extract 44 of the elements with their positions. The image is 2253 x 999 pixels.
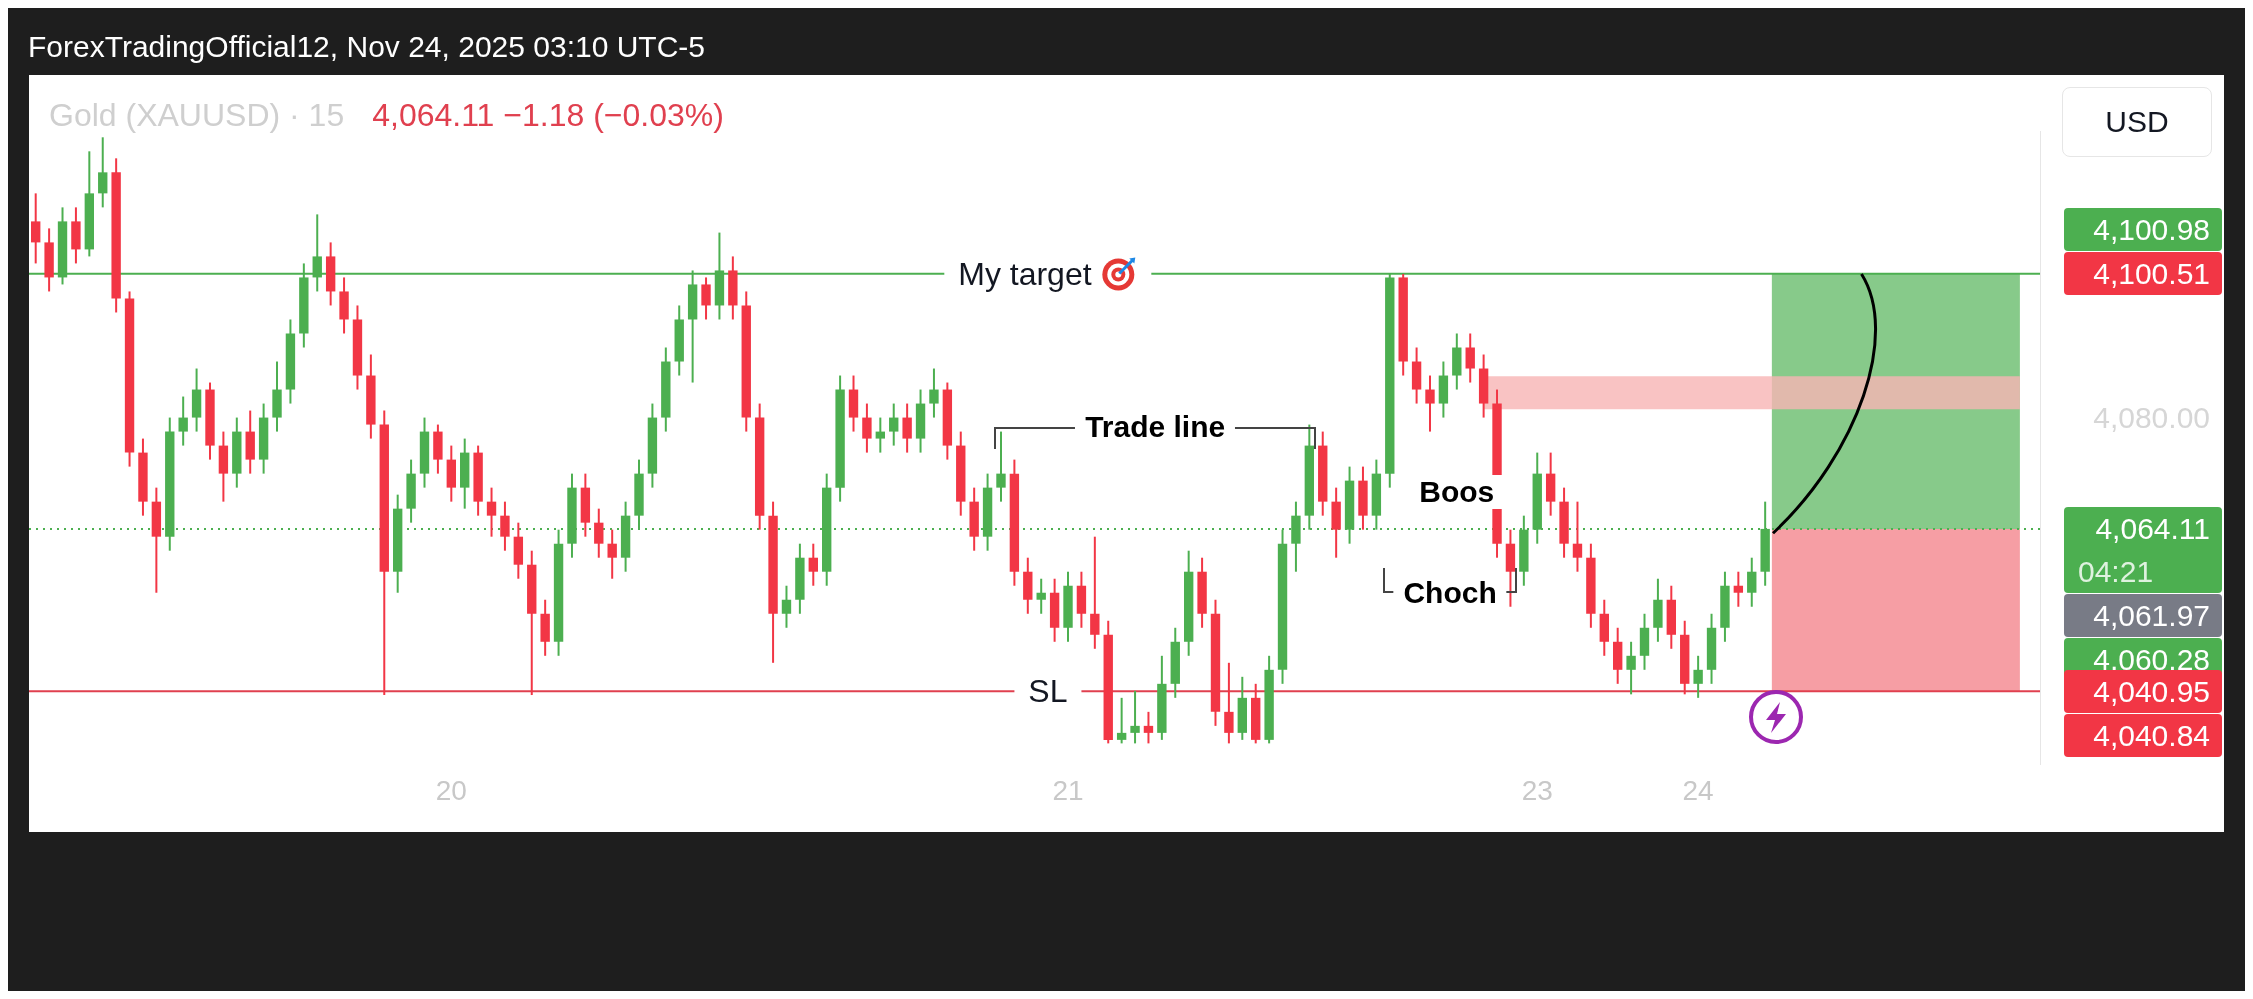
candlestick (889, 402, 899, 447)
ref-line-label: My target (958, 255, 1092, 293)
candlestick (1090, 535, 1100, 650)
candlestick (1733, 570, 1744, 608)
candlestick (1747, 556, 1757, 608)
candlestick (996, 430, 1006, 503)
chart-subtitle: 4,064.11 −1.18 (−0.03%) (372, 97, 724, 133)
candlestick (178, 395, 188, 447)
candlestick (781, 584, 792, 629)
candlestick (902, 402, 912, 454)
candlestick (1465, 332, 1475, 384)
candlestick (701, 276, 711, 321)
candlestick (808, 542, 818, 587)
candlestick (31, 192, 41, 265)
candlestick (875, 416, 886, 454)
text: 4,061.97 (2064, 594, 2222, 638)
annotation: Boos (1409, 474, 1505, 509)
candlestick (929, 367, 939, 419)
candlestick (1693, 654, 1703, 699)
text: ForexTradingOfficial12, Nov 24, 2025 03:10 UTC-5 (28, 30, 706, 64)
candlestick (1116, 696, 1127, 745)
candlestick (607, 528, 617, 580)
candlestick (1224, 661, 1234, 745)
candlestick (1626, 640, 1636, 696)
candlestick (1572, 500, 1583, 573)
candlestick (98, 136, 108, 209)
text: 4,060.28 (2064, 638, 2222, 682)
text: 4,040.84 (2064, 713, 2222, 757)
text: 4,100.98 (2064, 208, 2222, 252)
y-tick-label: 4,064.11 (2094, 511, 2210, 548)
candlestick (1130, 689, 1140, 745)
ref-line-label: SL (1028, 672, 1068, 710)
candlestick (500, 500, 510, 552)
annotation: Trade line (1075, 409, 1236, 444)
candlestick (862, 402, 872, 454)
candlestick (1143, 710, 1154, 745)
candlestick (1425, 374, 1435, 433)
annotation: Choch (1393, 575, 1507, 610)
candlestick (1036, 577, 1046, 615)
y-tick-label: 4,100.51 (2092, 256, 2210, 293)
candlestick (486, 486, 497, 538)
y-axis-title: USD (2062, 87, 2212, 157)
text: 04:21 (2077, 554, 2155, 591)
candlestick (594, 507, 604, 559)
